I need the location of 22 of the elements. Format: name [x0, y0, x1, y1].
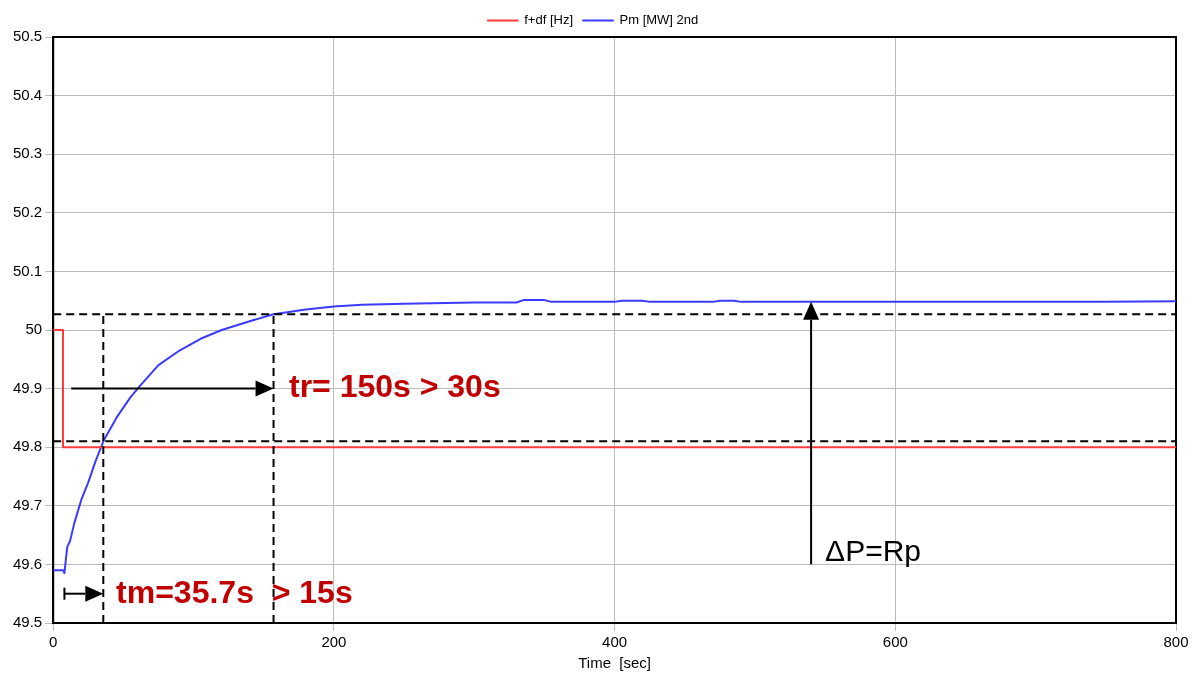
x-tick-label: 800	[1163, 633, 1189, 651]
y-tick-label: 49.9	[12, 378, 43, 396]
y-tick-label: 50.5	[12, 27, 43, 45]
x-tick-label: 600	[882, 633, 908, 651]
y-tick-label: 49.7	[12, 495, 43, 513]
legend-label: f+df [Hz]	[524, 12, 574, 28]
annotation: tr= 150s > 30s	[288, 368, 501, 405]
y-tick-label: 50.2	[12, 202, 43, 220]
x-tick-label: 0	[49, 633, 58, 651]
y-tick-label: 50.1	[12, 261, 43, 279]
y-tick-label: 50	[25, 320, 43, 338]
x-tick-label: 200	[321, 633, 347, 651]
annotation: ΔP=Rp	[825, 533, 922, 567]
y-tick-label: 49.8	[12, 437, 43, 455]
y-tick-label: 49.5	[12, 613, 43, 631]
y-tick-label: 49.6	[12, 554, 43, 572]
annotation: tm=35.7s > 15s	[116, 573, 353, 610]
y-tick-label: 50.4	[12, 85, 43, 103]
x-axis-title: Time [sec]	[578, 654, 651, 672]
legend-label: Pm [MW] 2nd	[619, 12, 699, 28]
x-tick-label: 400	[602, 633, 628, 651]
y-tick-label: 50.3	[12, 144, 43, 162]
